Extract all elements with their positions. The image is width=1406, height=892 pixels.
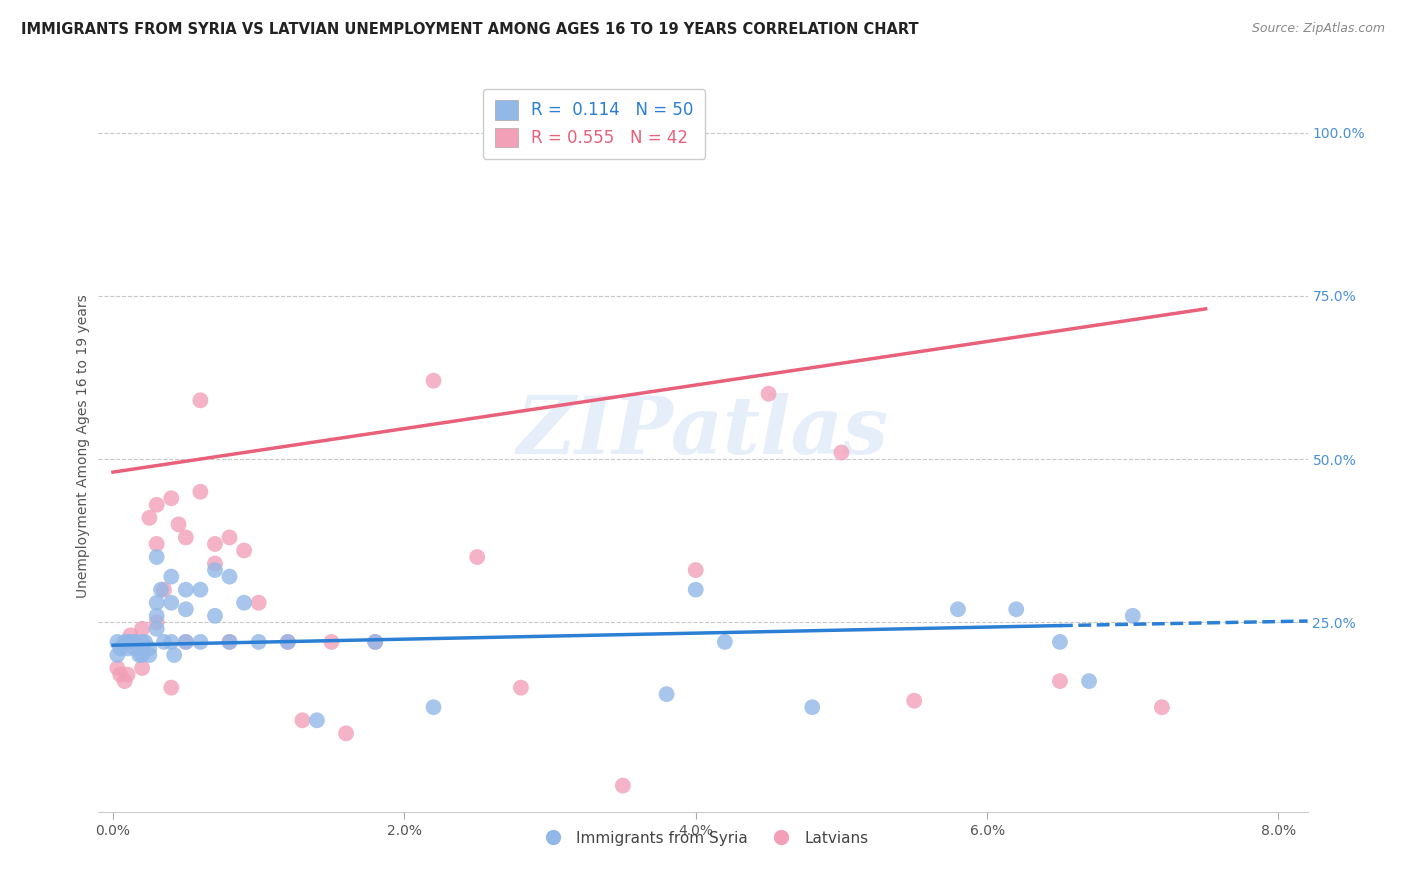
- Point: [422, 374, 444, 388]
- Point: [145, 498, 167, 512]
- Point: [685, 582, 707, 597]
- Point: [714, 635, 737, 649]
- Point: [128, 648, 150, 662]
- Point: [204, 563, 226, 577]
- Point: [174, 582, 197, 597]
- Point: [145, 596, 167, 610]
- Point: [145, 549, 167, 564]
- Text: ZIPatlas: ZIPatlas: [517, 392, 889, 470]
- Point: [321, 635, 343, 649]
- Point: [758, 386, 780, 401]
- Point: [160, 635, 183, 649]
- Point: [685, 563, 707, 577]
- Point: [465, 549, 488, 564]
- Point: [190, 582, 212, 597]
- Point: [160, 569, 183, 583]
- Y-axis label: Unemployment Among Ages 16 to 19 years: Unemployment Among Ages 16 to 19 years: [76, 294, 90, 598]
- Point: [1150, 700, 1173, 714]
- Point: [903, 694, 925, 708]
- Point: [364, 635, 387, 649]
- Point: [422, 700, 444, 714]
- Point: [120, 628, 142, 642]
- Point: [131, 661, 153, 675]
- Point: [1122, 608, 1144, 623]
- Point: [190, 635, 212, 649]
- Point: [277, 635, 299, 649]
- Point: [114, 635, 136, 649]
- Point: [190, 484, 212, 499]
- Point: [124, 635, 146, 649]
- Point: [117, 635, 139, 649]
- Point: [163, 648, 186, 662]
- Point: [190, 393, 212, 408]
- Point: [138, 648, 160, 662]
- Point: [131, 635, 153, 649]
- Point: [138, 511, 160, 525]
- Point: [655, 687, 678, 701]
- Point: [204, 608, 226, 623]
- Point: [153, 635, 176, 649]
- Point: [247, 596, 270, 610]
- Point: [145, 615, 167, 630]
- Point: [145, 622, 167, 636]
- Point: [364, 635, 387, 649]
- Point: [277, 635, 299, 649]
- Point: [218, 569, 240, 583]
- Point: [150, 582, 173, 597]
- Point: [110, 667, 132, 681]
- Point: [160, 596, 183, 610]
- Point: [204, 537, 226, 551]
- Legend: Immigrants from Syria, Latvians: Immigrants from Syria, Latvians: [531, 824, 875, 852]
- Point: [801, 700, 824, 714]
- Point: [153, 582, 176, 597]
- Point: [830, 445, 852, 459]
- Point: [218, 530, 240, 544]
- Point: [131, 641, 153, 656]
- Text: Source: ZipAtlas.com: Source: ZipAtlas.com: [1251, 22, 1385, 36]
- Point: [174, 602, 197, 616]
- Point: [174, 635, 197, 649]
- Text: IMMIGRANTS FROM SYRIA VS LATVIAN UNEMPLOYMENT AMONG AGES 16 TO 19 YEARS CORRELAT: IMMIGRANTS FROM SYRIA VS LATVIAN UNEMPLO…: [21, 22, 918, 37]
- Point: [174, 530, 197, 544]
- Point: [509, 681, 531, 695]
- Point: [1049, 635, 1071, 649]
- Point: [335, 726, 357, 740]
- Point: [117, 667, 139, 681]
- Point: [124, 635, 146, 649]
- Point: [233, 596, 256, 610]
- Point: [145, 537, 167, 551]
- Point: [160, 681, 183, 695]
- Point: [247, 635, 270, 649]
- Point: [120, 635, 142, 649]
- Point: [174, 635, 197, 649]
- Point: [305, 714, 328, 728]
- Point: [612, 779, 634, 793]
- Point: [145, 608, 167, 623]
- Point: [218, 635, 240, 649]
- Point: [131, 622, 153, 636]
- Point: [131, 648, 153, 662]
- Point: [167, 517, 190, 532]
- Point: [105, 648, 128, 662]
- Point: [218, 635, 240, 649]
- Point: [134, 635, 156, 649]
- Point: [110, 641, 132, 656]
- Point: [105, 635, 128, 649]
- Point: [1078, 674, 1101, 689]
- Point: [138, 641, 160, 656]
- Point: [1005, 602, 1028, 616]
- Point: [946, 602, 969, 616]
- Point: [124, 641, 146, 656]
- Point: [160, 491, 183, 506]
- Point: [1049, 674, 1071, 689]
- Point: [114, 674, 136, 689]
- Point: [291, 714, 314, 728]
- Point: [117, 641, 139, 656]
- Point: [233, 543, 256, 558]
- Point: [117, 635, 139, 649]
- Point: [105, 661, 128, 675]
- Point: [204, 557, 226, 571]
